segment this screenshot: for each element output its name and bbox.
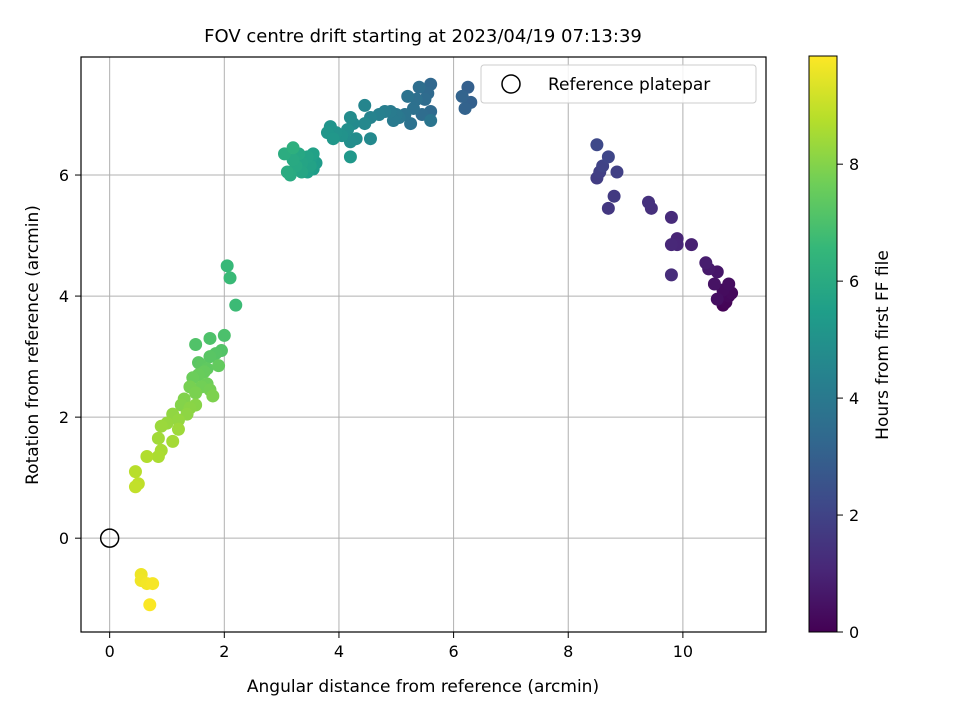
scatter-point [171,413,185,427]
plot-frame [80,56,767,633]
reference-platepar-marker [99,528,120,548]
scatter-point [151,449,165,463]
scatter-point [280,165,294,179]
colorbar-tick-label: 8 [849,155,859,174]
scatter-point [641,195,655,209]
scatter-point [358,117,372,131]
y-tick-label: 2 [59,408,69,427]
scatter-point [189,338,203,351]
x-tick-label: 4 [334,642,344,661]
y-tick-label: 0 [59,529,69,548]
legend-entry-reference-platepar: Reference platepar [548,75,710,95]
legend-box [480,64,757,104]
scatter-point [601,150,615,164]
grid-lines [81,57,766,632]
scatter-point [607,189,621,203]
scatter-point [664,238,678,252]
scatter-point [707,277,721,291]
x-tick-label: 8 [563,642,573,661]
scatter-point [189,386,203,400]
scatter-point [664,210,678,224]
colorbar-gradient [808,55,838,633]
scatter-point [610,165,624,179]
colorbar-label: Hours from first FF file [873,250,893,440]
y-tick-label: 4 [59,287,69,306]
scatter-point [684,238,698,252]
scatter-point [143,598,157,612]
scatter-point [223,271,237,285]
scatter-point [699,256,713,270]
scatter-point [363,132,377,146]
scatter-point [343,111,357,125]
scatter-point [358,98,372,112]
scatter-points [128,77,739,612]
scatter-point [151,431,165,445]
scatter-point [217,328,231,342]
scatter-point [146,577,160,591]
scatter-point [171,422,185,436]
y-axis-ticks: 0 2 4 6 [59,166,81,548]
scatter-point [710,292,724,306]
scatter-point [140,449,154,463]
colorbar: 0 2 4 6 8 Hours from first FF file [808,55,893,642]
legend: Reference platepar [480,64,757,104]
scatter-point [401,89,415,103]
x-tick-label: 10 [673,642,693,661]
colorbar-tick-label: 0 [849,623,859,642]
colorbar-tick-label: 2 [849,506,859,525]
scatter-point [455,89,469,103]
scatter-point [343,150,357,164]
scatter-point [722,277,736,291]
plot-area [81,57,766,632]
scatter-point [203,331,217,345]
scatter-point [154,419,168,433]
scatter-point [601,201,615,215]
colorbar-ticks: 0 2 4 6 8 [837,155,859,642]
scatter-point [212,359,226,373]
x-axis-label: Angular distance from reference (arcmin) [247,677,599,697]
scatter-point [458,101,472,115]
scatter-point [424,114,438,128]
scatter-point [220,259,234,273]
scatter-point [326,132,340,146]
scatter-point [412,80,426,94]
chart-title: FOV centre drift starting at 2023/04/19 … [204,26,642,47]
scatter-point [203,350,217,364]
scatter-point [286,141,300,155]
colorbar-tick-label: 6 [849,272,859,291]
scatter-point [206,389,220,403]
legend-marker-icon [501,74,521,94]
scatter-point [166,434,180,448]
colorbar-tick-label: 4 [849,389,859,408]
y-axis-label: Rotation from reference (arcmin) [23,205,43,485]
scatter-point [128,465,142,479]
y-tick-label: 6 [59,166,69,185]
x-tick-label: 6 [449,642,459,661]
scatter-point [664,268,678,282]
x-axis-ticks: 0 2 4 6 8 10 [105,632,693,661]
scatter-point [128,480,142,494]
x-tick-label: 2 [219,642,229,661]
scatter-point [229,298,243,312]
x-tick-label: 0 [105,642,115,661]
scatter-point [590,138,604,152]
